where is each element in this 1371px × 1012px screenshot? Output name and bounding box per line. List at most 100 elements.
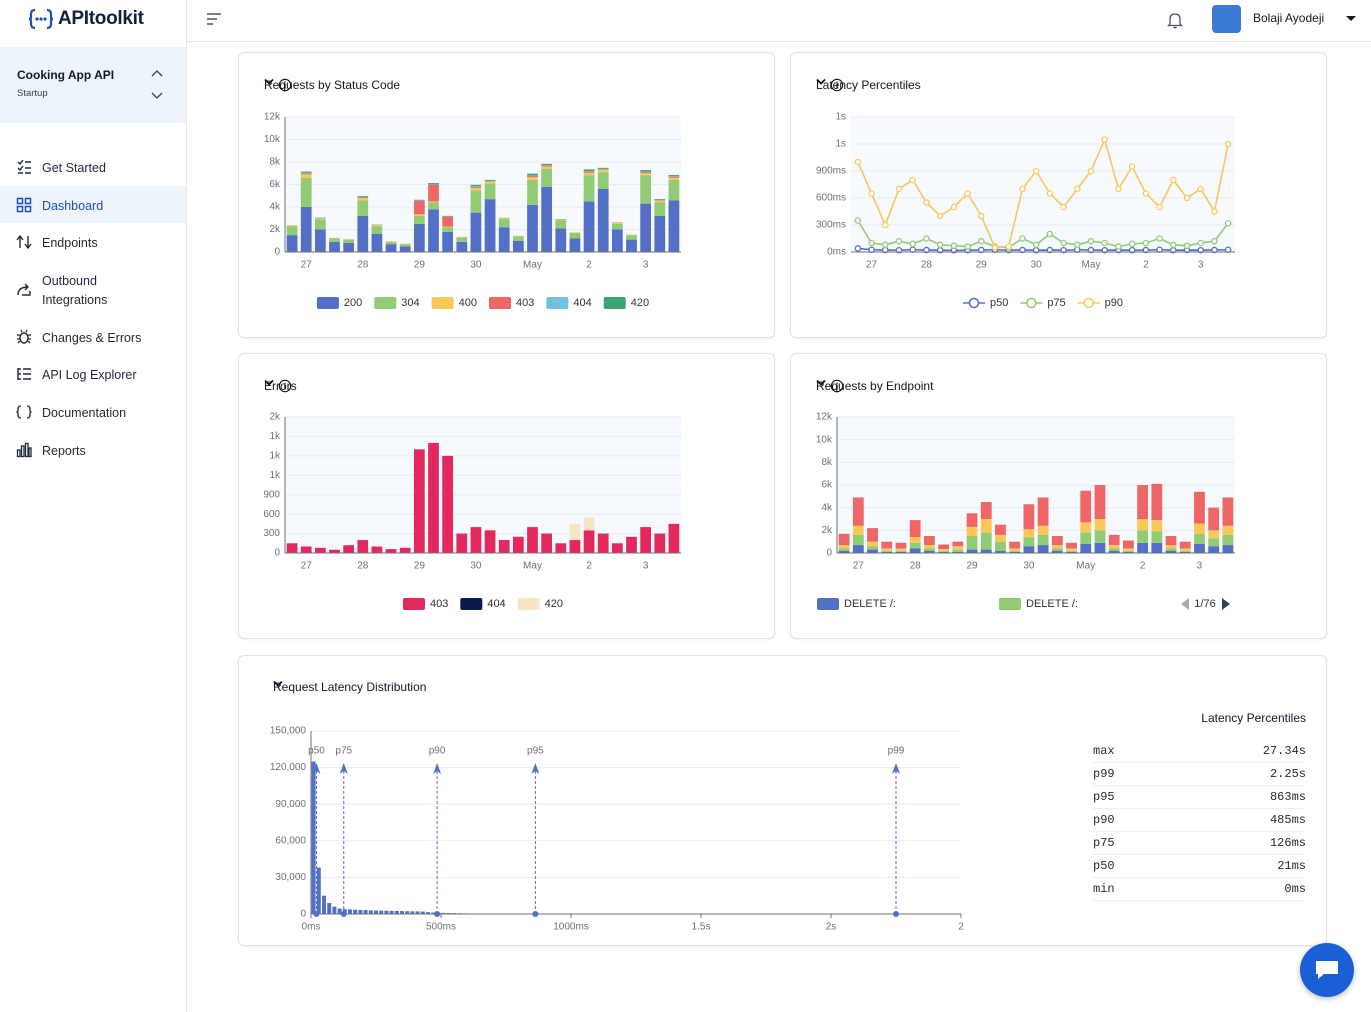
y-tick-label: 6k — [821, 480, 833, 491]
bar-segment — [583, 172, 595, 176]
point — [1101, 239, 1108, 247]
bar-segment — [909, 537, 921, 543]
y-tick-label: 1s — [835, 139, 846, 150]
table-row: p50 21ms — [1093, 855, 1306, 878]
bar-segment — [555, 219, 567, 221]
legend-prev[interactable] — [1181, 598, 1189, 610]
y-tick-label: 0 — [274, 548, 280, 559]
percentile-dot — [313, 911, 320, 917]
bar-segment — [626, 235, 637, 240]
bar-segment — [611, 222, 623, 224]
percentile-value: 485ms — [1269, 813, 1306, 827]
bar-segment — [1151, 542, 1163, 553]
x-tick-label: 30 — [1031, 260, 1043, 271]
nav-item[interactable]: Get Started — [0, 148, 186, 185]
histogram-bar — [311, 761, 316, 914]
nav-item[interactable]: Changes & Errors — [0, 318, 186, 355]
point — [895, 246, 903, 254]
bar-segment — [343, 239, 355, 243]
bar-segment — [371, 225, 383, 227]
y-tick-label: 0 — [274, 247, 280, 258]
menu-toggle[interactable] — [206, 12, 222, 26]
bar-segment — [668, 523, 680, 553]
user-caret[interactable] — [1345, 15, 1357, 23]
info-icon[interactable] — [278, 78, 292, 92]
legend-next[interactable] — [1222, 598, 1230, 610]
y-tick-label: 300ms — [816, 220, 846, 231]
project-switcher[interactable]: Cooking App API Startup — [0, 47, 186, 123]
point — [923, 199, 930, 206]
legend-swatch — [431, 297, 454, 309]
info-icon[interactable] — [830, 379, 844, 393]
point — [1005, 243, 1012, 250]
chart-header[interactable]: Latency Percentiles — [816, 78, 921, 92]
bar-segment — [371, 234, 383, 252]
bar-segment — [314, 229, 326, 252]
bar-segment — [300, 172, 312, 174]
y-tick-label: 4k — [821, 502, 833, 513]
bar-segment — [867, 528, 878, 542]
histogram-bar — [426, 912, 430, 914]
x-tick-label: 27 — [301, 561, 313, 572]
chart-header[interactable]: Requests by Endpoint — [816, 379, 933, 393]
chart-title: Latency Percentiles — [816, 78, 921, 92]
chart-title: Requests by Status Code — [264, 78, 401, 92]
nav-item[interactable]: Documentation — [0, 393, 186, 430]
info-icon[interactable] — [830, 78, 844, 92]
table-row: max 27.34s — [1093, 740, 1306, 763]
point — [854, 217, 862, 224]
bar-segment — [512, 240, 524, 252]
bar-segment — [314, 217, 326, 219]
bar-segment — [838, 548, 850, 551]
chart-header[interactable]: Errors — [264, 379, 297, 393]
chat-button[interactable] — [1300, 943, 1354, 997]
nav-item[interactable]: API Log Explorer — [0, 355, 186, 392]
bar-segment — [838, 533, 850, 546]
histogram-bar — [394, 910, 399, 914]
bar-segment — [329, 237, 340, 239]
point — [1170, 176, 1177, 184]
icon — [16, 234, 32, 250]
bar-segment — [980, 519, 992, 533]
chart-card: 0 2k 4k 6k 8k 10k 12k 27 28 29 30 May 2 3 DELETE /: DEL… — [790, 353, 1327, 639]
bar-segment — [357, 196, 369, 198]
bar-segment — [668, 175, 680, 177]
user-name[interactable]: Bolaji Ayodeji — [1253, 11, 1325, 25]
point — [1197, 246, 1204, 254]
bar-segment — [357, 216, 369, 252]
nav-item[interactable]: Dashboard — [0, 186, 186, 223]
notifications[interactable] — [1167, 11, 1183, 29]
bar-segment — [286, 235, 298, 252]
bar-segment — [1122, 551, 1134, 553]
table-title: Latency Percentiles — [1201, 711, 1306, 725]
chart-header[interactable]: Request Latency Distribution — [273, 680, 426, 694]
project-name: Cooking App API — [17, 68, 115, 82]
point — [950, 203, 958, 211]
nav-item[interactable]: Reports — [0, 431, 186, 468]
info-icon[interactable] — [278, 379, 292, 393]
point — [991, 244, 999, 251]
bar-segment — [555, 220, 567, 229]
bar-segment — [541, 166, 553, 169]
bar-segment — [952, 546, 964, 550]
bar-segment — [286, 543, 298, 553]
bar-segment — [456, 533, 468, 553]
nav-item[interactable]: Outbound Integrations — [0, 261, 186, 317]
table-row: min 0ms — [1093, 878, 1306, 901]
histogram-bar — [415, 911, 420, 914]
bar-segment — [329, 241, 340, 252]
chart-header[interactable]: Requests by Status Code — [264, 78, 400, 92]
x-tick-label: 28 — [357, 561, 369, 572]
bar-segment — [1066, 548, 1077, 551]
bar-segment — [555, 228, 567, 252]
nav-item[interactable]: Endpoints — [0, 223, 186, 260]
percentile-value: 27.34s — [1262, 744, 1306, 758]
legend-swatch — [374, 297, 397, 309]
x-tick-label: 1.5s — [692, 922, 711, 933]
x-tick-label: May — [523, 260, 542, 271]
avatar[interactable] — [1212, 5, 1241, 33]
bar-segment — [995, 524, 1006, 535]
bar-segment — [923, 550, 935, 553]
y-tick-label: 2k — [821, 525, 833, 536]
bar-segment — [428, 442, 439, 553]
